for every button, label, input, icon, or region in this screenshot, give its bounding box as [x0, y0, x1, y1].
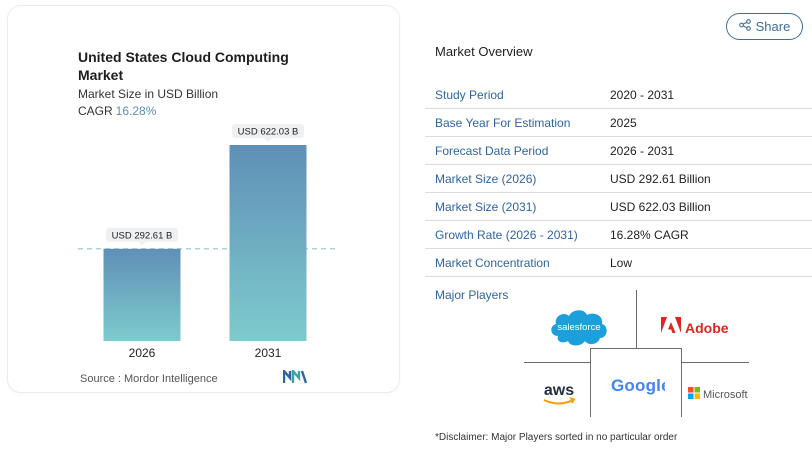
row-key: Market Size (2031): [435, 199, 537, 214]
mordor-intelligence-logo-icon: [282, 367, 308, 389]
aws-logo-text: aws: [544, 382, 574, 399]
data-label-pointer: [138, 241, 146, 246]
row-value: USD 292.61 Billion: [610, 171, 711, 186]
data-label: USD 622.03 B: [238, 127, 299, 138]
row-key: Base Year For Estimation: [435, 115, 571, 130]
x-tick-label: 2031: [255, 346, 282, 360]
chart-title: United States Cloud Computing Market: [78, 49, 289, 83]
data-label-bg: [232, 124, 304, 138]
row-value: 2025: [610, 115, 637, 130]
table-row: Study Period 2020 - 2031: [425, 81, 812, 109]
row-key: Growth Rate (2026 - 2031): [435, 227, 578, 242]
players-divider: [636, 290, 637, 348]
table-row: Growth Rate (2026 - 2031) 16.28% CAGR: [425, 221, 812, 249]
data-label-bg: [106, 227, 178, 242]
adobe-logo: Adobe: [661, 317, 729, 338]
row-value: 16.28% CAGR: [610, 227, 689, 242]
cagr-value: 16.28%: [115, 104, 157, 118]
bar-2026: [103, 248, 181, 341]
row-key: Market Concentration: [435, 255, 550, 270]
bar-chart: USD 292.61 B 2026 USD 622.03 B 2031: [78, 124, 335, 360]
microsoft-logo-text: Microsoft: [703, 389, 748, 401]
aws-logo: aws: [540, 380, 578, 413]
row-key: Study Period: [435, 87, 504, 102]
share-button[interactable]: Share: [726, 13, 803, 40]
table-row: Forecast Data Period 2026 - 2031: [425, 137, 812, 165]
share-label: Share: [755, 19, 791, 34]
share-icon: [738, 19, 751, 34]
microsoft-logo: Microsoft: [688, 386, 748, 404]
bar-2031: [229, 145, 307, 341]
market-chart-card: [7, 5, 400, 393]
players-divider-box: [590, 348, 682, 417]
players-divider: [682, 362, 749, 363]
adobe-logo-text: Adobe: [685, 319, 729, 336]
row-value: USD 622.03 Billion: [610, 199, 711, 214]
row-value: Low: [610, 255, 633, 270]
disclaimer-text: *Disclaimer: Major Players sorted in no …: [435, 432, 678, 443]
major-players-label: Major Players: [435, 288, 509, 302]
table-row: Market Concentration Low: [425, 249, 812, 277]
data-label-pointer: [264, 138, 272, 142]
cagr-line: CAGR 16.28%: [78, 104, 156, 118]
players-divider: [524, 362, 590, 363]
overview-title: Market Overview: [435, 44, 533, 59]
table-row: Base Year For Estimation 2025: [425, 109, 812, 137]
adobe-icon: [661, 317, 681, 338]
table-row: Market Size (2026) USD 292.61 Billion: [425, 165, 812, 193]
source-text: Source : Mordor Intelligence: [80, 373, 218, 385]
row-value: 2026 - 2031: [610, 143, 675, 158]
row-value: 2020 - 2031: [610, 87, 675, 102]
row-key: Forecast Data Period: [435, 143, 549, 158]
salesforce-logo-text: salesforce: [557, 322, 600, 333]
google-logo: Google: [611, 375, 671, 402]
chart-subtitle: Market Size in USD Billion: [78, 87, 219, 101]
salesforce-logo: salesforce: [548, 306, 610, 353]
overview-table: Study Period 2020 - 2031 Base Year For E…: [425, 81, 812, 277]
table-row: Market Size (2031) USD 622.03 Billion: [425, 193, 812, 221]
microsoft-icon: [688, 386, 700, 404]
cagr-label: CAGR: [78, 104, 113, 118]
data-label: USD 292.61 B: [112, 230, 173, 241]
google-logo-text: Google: [611, 376, 665, 395]
x-tick-label: 2026: [129, 346, 156, 360]
row-key: Market Size (2026): [435, 171, 537, 186]
